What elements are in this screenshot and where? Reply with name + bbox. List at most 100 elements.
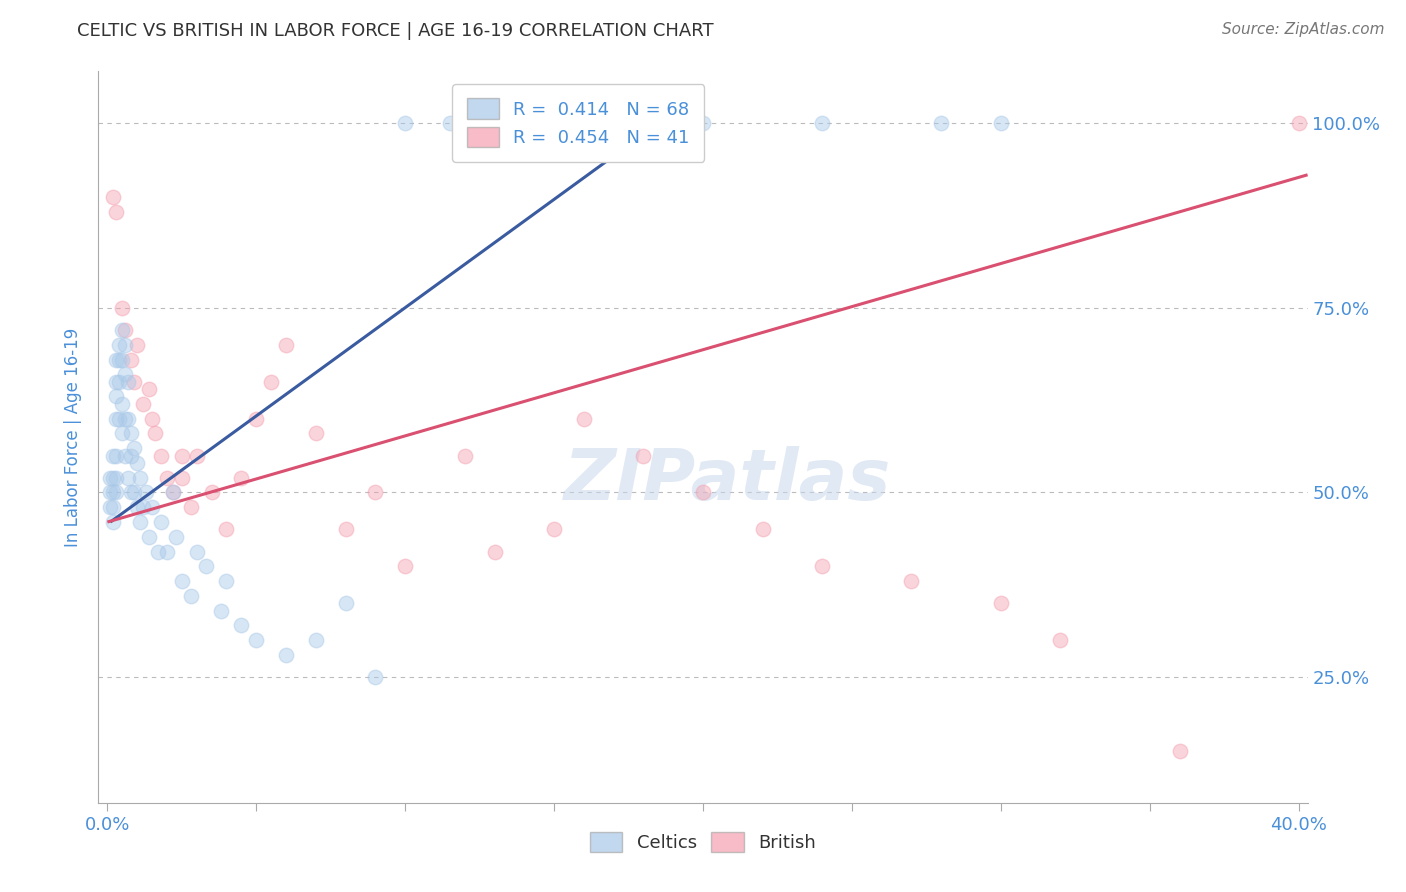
Point <box>454 449 477 463</box>
Point <box>120 449 142 463</box>
Point <box>274 648 297 662</box>
Point <box>120 352 142 367</box>
Point <box>335 596 357 610</box>
Point <box>394 559 416 574</box>
Point <box>114 411 136 425</box>
Point <box>108 352 131 367</box>
Text: CELTIC VS BRITISH IN LABOR FORCE | AGE 16-19 CORRELATION CHART: CELTIC VS BRITISH IN LABOR FORCE | AGE 1… <box>77 22 714 40</box>
Point <box>117 411 139 425</box>
Point <box>990 596 1012 610</box>
Point <box>209 604 232 618</box>
Point <box>484 544 506 558</box>
Point <box>108 411 131 425</box>
Point <box>162 485 184 500</box>
Point <box>135 485 157 500</box>
Point <box>165 530 187 544</box>
Point <box>1288 116 1310 130</box>
Point <box>98 500 121 515</box>
Point <box>170 471 193 485</box>
Point <box>231 471 253 485</box>
Point <box>900 574 922 589</box>
Point <box>156 471 179 485</box>
Point <box>215 523 238 537</box>
Point <box>103 515 125 529</box>
Point <box>364 485 387 500</box>
Point <box>180 589 202 603</box>
Point <box>305 426 328 441</box>
Point <box>127 500 149 515</box>
Point <box>394 116 416 130</box>
Point <box>305 633 328 648</box>
Point <box>114 368 136 382</box>
Point <box>484 116 506 130</box>
Point <box>105 411 128 425</box>
Legend: Celtics, British: Celtics, British <box>582 824 824 860</box>
Point <box>990 116 1012 130</box>
Point <box>105 449 128 463</box>
Point <box>103 190 125 204</box>
Point <box>103 471 125 485</box>
Point <box>260 375 283 389</box>
Point <box>929 116 952 130</box>
Point <box>633 449 655 463</box>
Text: Source: ZipAtlas.com: Source: ZipAtlas.com <box>1222 22 1385 37</box>
Point <box>138 382 160 396</box>
Point <box>170 574 193 589</box>
Point <box>180 500 202 515</box>
Point <box>170 449 193 463</box>
Point <box>156 544 179 558</box>
Point <box>98 471 121 485</box>
Point <box>439 116 461 130</box>
Point <box>245 633 267 648</box>
Point <box>132 397 155 411</box>
Point <box>141 411 163 425</box>
Point <box>1168 744 1191 758</box>
Point <box>811 559 834 574</box>
Point <box>602 116 624 130</box>
Point <box>122 375 145 389</box>
Point <box>138 530 160 544</box>
Point <box>103 485 125 500</box>
Point <box>335 523 357 537</box>
Point <box>111 426 134 441</box>
Point <box>141 500 163 515</box>
Point <box>111 397 134 411</box>
Point <box>117 471 139 485</box>
Point <box>143 426 166 441</box>
Point <box>149 515 172 529</box>
Point <box>111 352 134 367</box>
Y-axis label: In Labor Force | Age 16-19: In Labor Force | Age 16-19 <box>65 327 83 547</box>
Point <box>186 544 208 558</box>
Point <box>120 426 142 441</box>
Point <box>114 323 136 337</box>
Point <box>692 116 714 130</box>
Point <box>132 500 155 515</box>
Point <box>274 337 297 351</box>
Point <box>149 449 172 463</box>
Point <box>111 301 134 315</box>
Point <box>105 352 128 367</box>
Point <box>120 485 142 500</box>
Point <box>1049 633 1071 648</box>
Point <box>105 485 128 500</box>
Point <box>751 523 773 537</box>
Point <box>127 456 149 470</box>
Point <box>117 375 139 389</box>
Point <box>811 116 834 130</box>
Point <box>122 485 145 500</box>
Point <box>129 515 152 529</box>
Point <box>543 523 565 537</box>
Point <box>572 411 595 425</box>
Point <box>108 337 131 351</box>
Point <box>98 485 121 500</box>
Point <box>114 337 136 351</box>
Point <box>162 485 184 500</box>
Point <box>129 471 152 485</box>
Point <box>108 375 131 389</box>
Point <box>364 670 387 684</box>
Point <box>215 574 238 589</box>
Point <box>105 204 128 219</box>
Point <box>231 618 253 632</box>
Point <box>186 449 208 463</box>
Point <box>105 389 128 403</box>
